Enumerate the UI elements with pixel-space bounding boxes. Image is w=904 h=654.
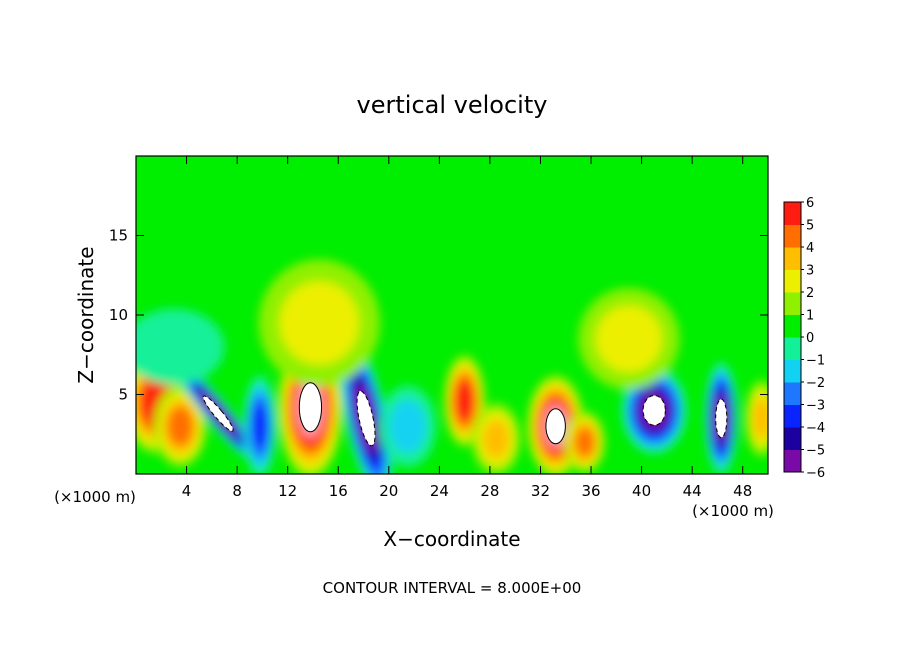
colorbar-label-0: 6: [806, 196, 814, 211]
chart-title: vertical velocity: [357, 91, 548, 119]
contour-core-11: [642, 395, 666, 426]
x-tick-label-5: 24: [430, 482, 449, 500]
field-feature-6-level-2: [389, 399, 427, 454]
colorbar-label-12: −6: [806, 466, 825, 481]
colorbar-swatch-11: [784, 202, 801, 225]
colorbar-label-10: −4: [806, 421, 825, 436]
contour-interval-label: CONTOUR INTERVAL = 8.000E+00: [323, 579, 582, 597]
colorbar-swatch-10: [784, 224, 801, 248]
y-axis-label: Z−coordinate: [74, 246, 98, 383]
colorbar-label-7: −1: [806, 354, 825, 369]
field-feature-15-level-2: [595, 305, 663, 373]
x-tick-label-7: 32: [531, 482, 550, 500]
field-feature-16-level-1: [136, 308, 225, 385]
x-tick-label-4: 20: [379, 482, 398, 500]
colorbar-swatch-0: [784, 449, 801, 473]
x-tick-label-8: 36: [581, 482, 600, 500]
colorbar-label-5: 1: [806, 309, 814, 324]
colorbar-label-2: 4: [806, 241, 814, 256]
x-axis: 4 8 12 16 20 24 28 32 36 40 44 48: [182, 156, 752, 500]
colorbar-label-8: −2: [806, 376, 825, 391]
colorbar-swatch-4: [784, 359, 801, 383]
field-feature-8-level-3: [483, 419, 510, 459]
field-feature-1-level-4: [167, 406, 193, 447]
colorbar-swatch-8: [784, 269, 801, 293]
y-tick-label-0: 5: [118, 386, 128, 404]
field-feature-14-level-2: [279, 281, 360, 365]
contour-core-5: [356, 390, 376, 447]
colorbar-swatch-9: [784, 247, 801, 270]
colorbar-label-1: 5: [806, 219, 814, 234]
colorbar-label-3: 3: [806, 264, 814, 279]
contour-core-2: [202, 395, 234, 432]
field-feature-10-level-4: [574, 427, 595, 457]
colorbar-swatch-1: [784, 427, 801, 450]
x-tick-label-2: 12: [278, 482, 297, 500]
x-tick-label-6: 28: [480, 482, 499, 500]
colorbar-swatch-6: [784, 314, 801, 338]
field-feature-13-level-3: [752, 397, 768, 440]
colorbar-label-9: −3: [806, 399, 825, 414]
contour-core-4: [298, 382, 323, 433]
colorbar-label-6: 0: [806, 331, 814, 346]
x-tick-label-1: 8: [232, 482, 242, 500]
x-tick-label-3: 16: [329, 482, 348, 500]
x-tick-label-10: 44: [683, 482, 702, 500]
plot-area: [136, 156, 768, 474]
y-tick-label-1: 10: [109, 306, 128, 324]
colorbar-label-4: 2: [806, 286, 814, 301]
contour-core-12: [715, 398, 728, 439]
contour-layer: [202, 382, 728, 447]
x-unit-label: (×1000 m): [692, 502, 774, 520]
x-tick-label-11: 48: [733, 482, 752, 500]
colorbar: 6 5 4 3 2 1 0 −1 −2 −3 −4 −5 −6: [783, 196, 825, 481]
y-tick-label-2: 15: [109, 227, 128, 245]
x-tick-label-9: 40: [632, 482, 651, 500]
colorbar-label-11: −5: [806, 444, 825, 459]
colorbar-swatch-7: [784, 292, 801, 315]
x-tick-label-0: 4: [182, 482, 192, 500]
y-axis: 5 10 15: [109, 227, 768, 404]
contour-core-9: [545, 408, 566, 445]
colorbar-swatch-3: [784, 382, 801, 405]
x-axis-label: X−coordinate: [383, 527, 520, 551]
z-unit-label: (×1000 m): [54, 488, 136, 506]
field-feature-3-level-4: [252, 401, 268, 451]
colorbar-swatch-5: [784, 337, 801, 360]
field-feature-7-level-5: [455, 380, 474, 422]
colorbar-swatch-2: [784, 404, 801, 428]
